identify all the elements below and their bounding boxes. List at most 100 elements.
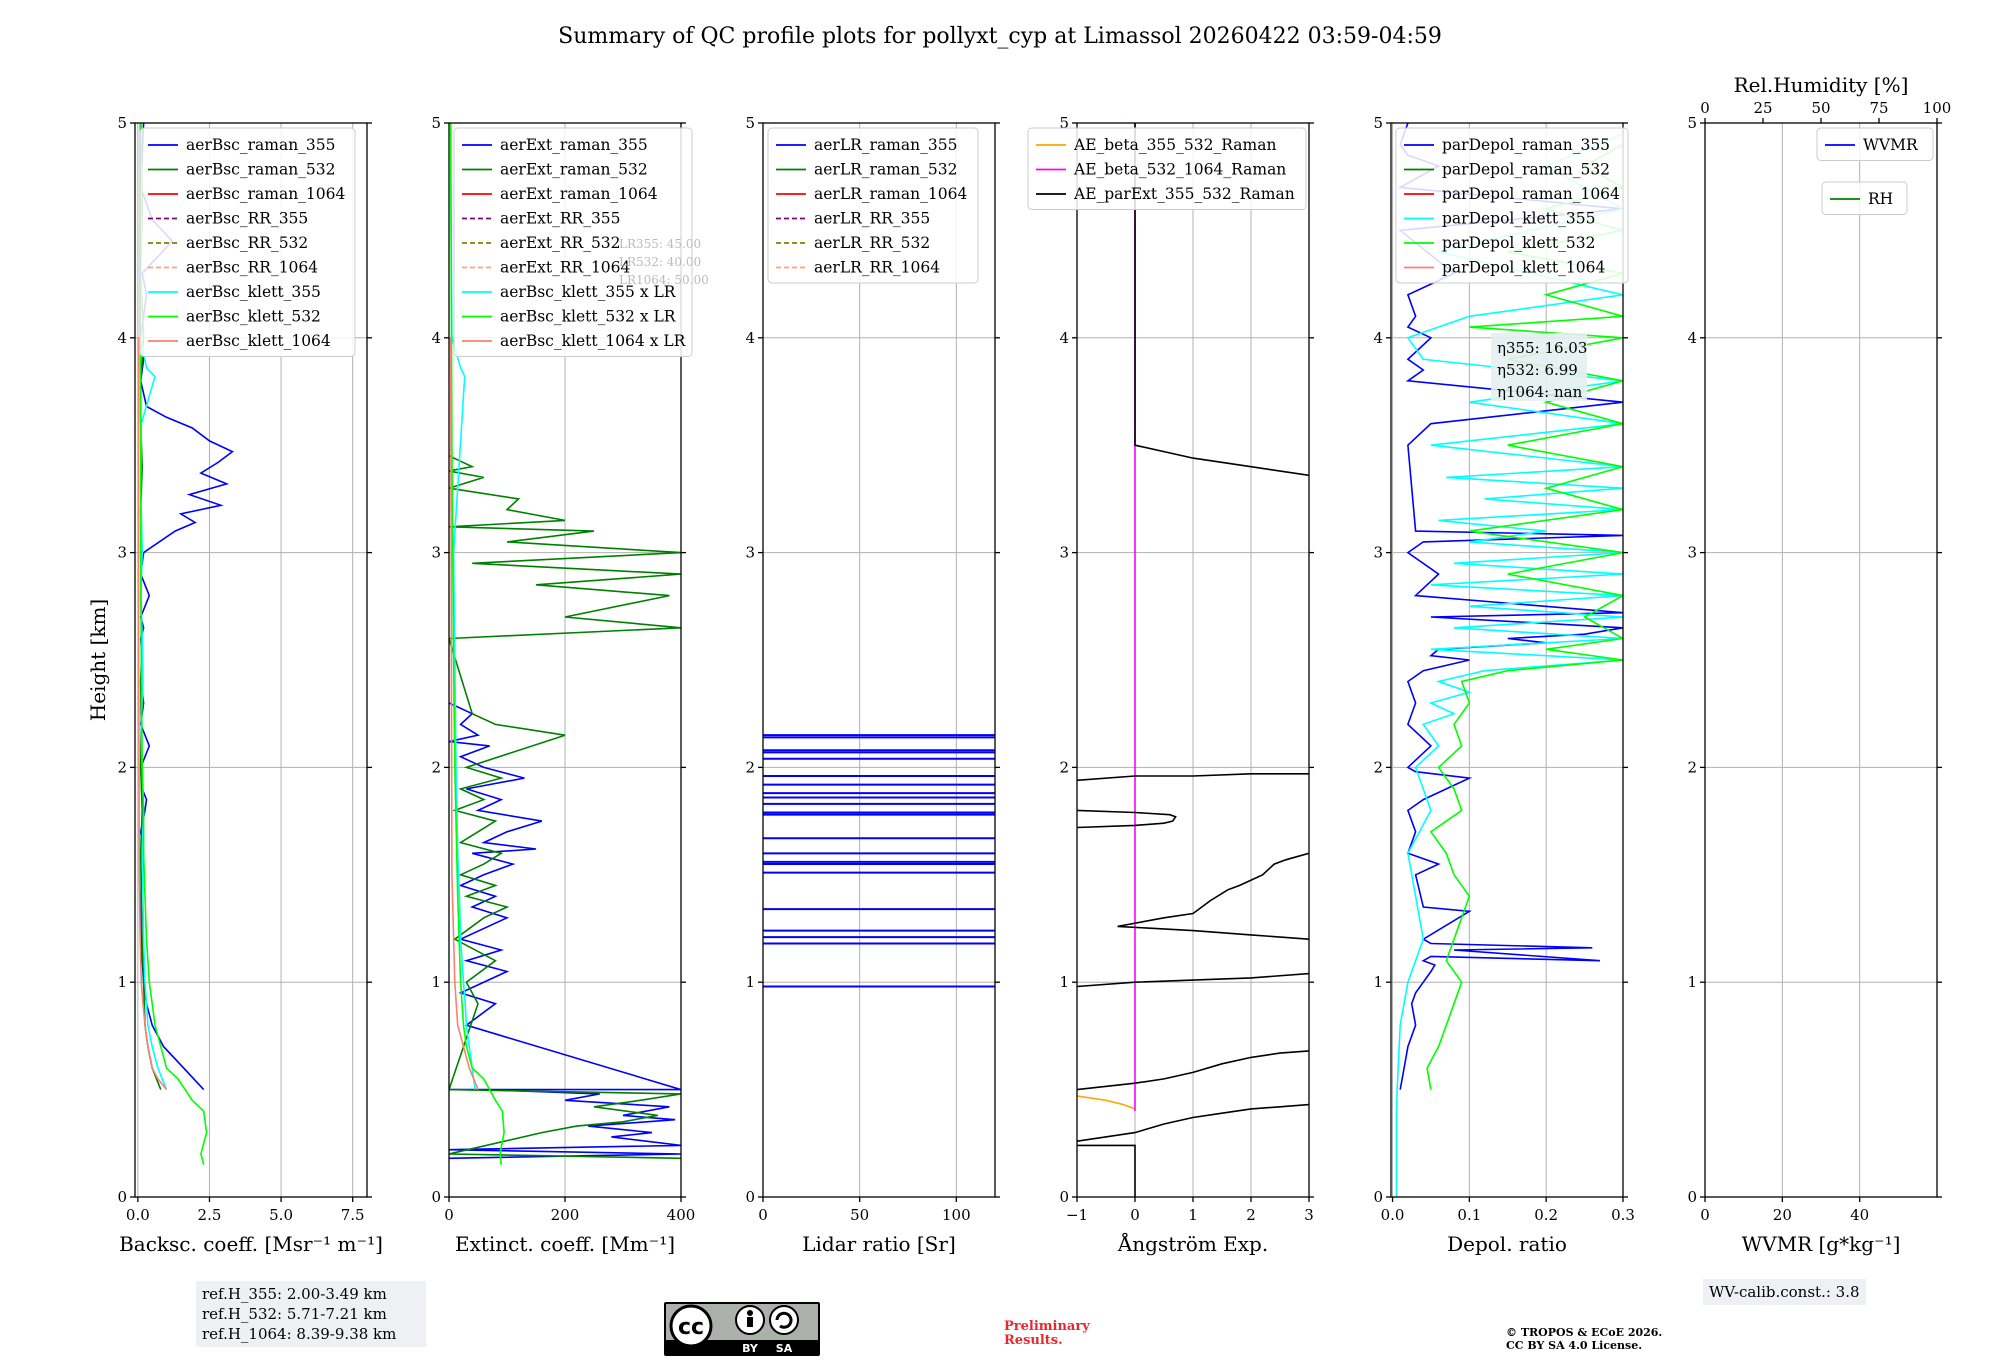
sa-label: SA: [776, 1342, 793, 1355]
y-tick-label: 1: [431, 973, 441, 991]
cc-icon: cc: [678, 1315, 704, 1340]
legend: aerBsc_raman_355 aerBsc_raman_532 aerBsc_r…: [139, 127, 356, 357]
x-axis-label: Depol. ratio: [1447, 1232, 1567, 1256]
y-tick-label: 0: [117, 1188, 127, 1206]
y-tick-label: 0: [1373, 1188, 1383, 1206]
wv-calib-constant: WV-calib.const.: 3.8: [1709, 1283, 1860, 1301]
y-tick-label: 3: [1059, 544, 1069, 562]
legend-entry: aerLR_raman_532: [814, 161, 957, 179]
x-axis-label: Lidar ratio [Sr]: [802, 1232, 956, 1256]
series-AE_parExt_355_532_Raman: [1077, 972, 1309, 988]
y-tick-label: 5: [1373, 114, 1383, 132]
legend-entry: aerLR_raman_355: [814, 136, 957, 154]
y-tick-label: 1: [1373, 973, 1383, 991]
y-tick-label: 5: [431, 114, 441, 132]
series-aerExt_raman_355: [449, 702, 681, 1160]
y-tick-label: 2: [1059, 758, 1069, 776]
y-tick-label: 2: [1373, 758, 1383, 776]
legend-entry: aerBsc_RR_1064: [186, 259, 318, 277]
legend-entry: aerBsc_raman_355: [186, 136, 336, 154]
y-tick-label: 1: [117, 973, 127, 991]
panel-backscatter: 0 1 2 3 4 5 0.0 2.5 5.0 7.5 Backsc. coeff. [Msr⁻¹ …: [86, 114, 383, 1256]
x-tick-label: 5.0: [269, 1206, 293, 1224]
legend-entry: AE_parExt_355_532_Raman: [1073, 185, 1295, 203]
legend-entry: parDepol_klett_532: [1442, 234, 1595, 252]
legend: aerLR_raman_355 aerLR_raman_532 aerLR_rama…: [767, 127, 979, 284]
x-tick-label: 0.1: [1457, 1206, 1481, 1224]
series-aerBsc_klett_1064 x LR: [449, 337, 479, 1090]
legend-entry: aerExt_raman_532: [500, 161, 648, 179]
y-tick-label: 3: [745, 544, 755, 562]
y-tick-label: 0: [1059, 1188, 1069, 1206]
y-tick-label: 2: [431, 758, 441, 776]
x-tick-label: 0.2: [1534, 1206, 1558, 1224]
series-parDepol_klett_532: [1426, 143, 1623, 1090]
y-tick-label: 4: [1373, 329, 1383, 347]
legend-entry: aerLR_RR_532: [814, 234, 930, 252]
y-tick-label: 3: [117, 544, 127, 562]
legend-entry: aerBsc_raman_532: [186, 161, 336, 179]
x-tick-label: −1: [1066, 1206, 1088, 1224]
legend: WVMR: [1816, 127, 1934, 161]
legend-entry: AE_beta_532_1064_Raman: [1073, 161, 1286, 179]
series-AE_parExt_355_532_Raman: [1077, 1144, 1136, 1197]
legend: aerExt_raman_355 aerExt_raman_532 aerExt_r…: [453, 127, 693, 357]
series-parDepol_raman_355: [1397, 123, 1623, 1090]
legend-entry: parDepol_raman_1064: [1442, 185, 1620, 203]
legend-entry: aerBsc_klett_532: [186, 308, 321, 326]
legend: RH: [1821, 181, 1908, 215]
x-tick-label: 20: [1773, 1206, 1792, 1224]
series-AE_parExt_355_532_Raman: [1077, 1103, 1309, 1142]
preliminary-line-1: Preliminary: [1004, 1319, 1090, 1334]
y-tick-label: 0: [1687, 1188, 1697, 1206]
legend-entry: aerBsc_RR_355: [186, 210, 308, 228]
preliminary-line-2: Results.: [1004, 1333, 1063, 1348]
eta-annotation: η355: 16.03: [1497, 339, 1587, 357]
ref-height-532: ref.H_532: 5.71-7.21 km: [202, 1305, 387, 1323]
x-tick-label: 3: [1304, 1206, 1314, 1224]
x-tick-label: 0: [444, 1206, 454, 1224]
x-axis-label: Backsc. coeff. [Msr⁻¹ m⁻¹]: [119, 1232, 383, 1256]
y-tick-label: 4: [1059, 329, 1069, 347]
legend-entry: aerLR_RR_355: [814, 210, 930, 228]
top-x-tick-label: 25: [1753, 99, 1772, 117]
x-tick-label: 100: [942, 1206, 971, 1224]
series-aerBsc_klett_532 x LR: [449, 123, 505, 1165]
legend-entry: aerBsc_raman_1064: [186, 185, 346, 203]
series-AE_parExt_355_532_Raman: [1117, 852, 1309, 940]
x-tick-label: 0.0: [1381, 1206, 1405, 1224]
x-tick-label: 7.5: [341, 1206, 365, 1224]
cc-by-sa-license-badge: cc BY SA: [664, 1302, 820, 1356]
y-tick-label: 2: [117, 758, 127, 776]
legend-entry: parDepol_raman_355: [1442, 136, 1610, 154]
legend-entry: parDepol_raman_532: [1442, 161, 1610, 179]
legend-entry: aerBsc_klett_1064: [186, 332, 331, 350]
plot-frame: [134, 122, 368, 1198]
x-tick-label: 50: [850, 1206, 869, 1224]
lr-annotation: LR1064: 50.00: [619, 273, 709, 287]
top-x-tick-label: 75: [1869, 99, 1888, 117]
y-tick-label: 0: [745, 1188, 755, 1206]
x-axis-label: WVMR [g*kg⁻¹]: [1742, 1232, 1901, 1256]
legend-entry: WVMR: [1863, 136, 1919, 154]
eta-annotation: η1064: nan: [1497, 383, 1583, 401]
y-tick-label: 4: [117, 329, 127, 347]
legend-entry: aerExt_raman_1064: [500, 185, 658, 203]
y-tick-label: 5: [117, 114, 127, 132]
x-tick-label: 200: [551, 1206, 580, 1224]
y-tick-label: 4: [745, 329, 755, 347]
legend-entry: parDepol_klett_1064: [1442, 259, 1605, 277]
legend-entry: aerExt_raman_355: [500, 136, 648, 154]
panel-extinction: 0 1 2 3 4 5 0 200 400 Extinct. coeff. [Mm⁻¹] aerEx…: [431, 114, 708, 1256]
y-tick-label: 4: [1687, 329, 1697, 347]
legend-entry: RH: [1868, 190, 1893, 208]
y-tick-label: 1: [745, 973, 755, 991]
legend-entry: AE_beta_355_532_Raman: [1073, 136, 1276, 154]
reference-height-box: ref.H_355: 2.00-3.49 km ref.H_532: 5.71-…: [196, 1281, 426, 1347]
top-x-tick-label: 0: [1700, 99, 1710, 117]
series-AE_parExt_355_532_Raman: [1077, 1050, 1309, 1091]
legend-entry: aerExt_RR_532: [500, 234, 621, 252]
